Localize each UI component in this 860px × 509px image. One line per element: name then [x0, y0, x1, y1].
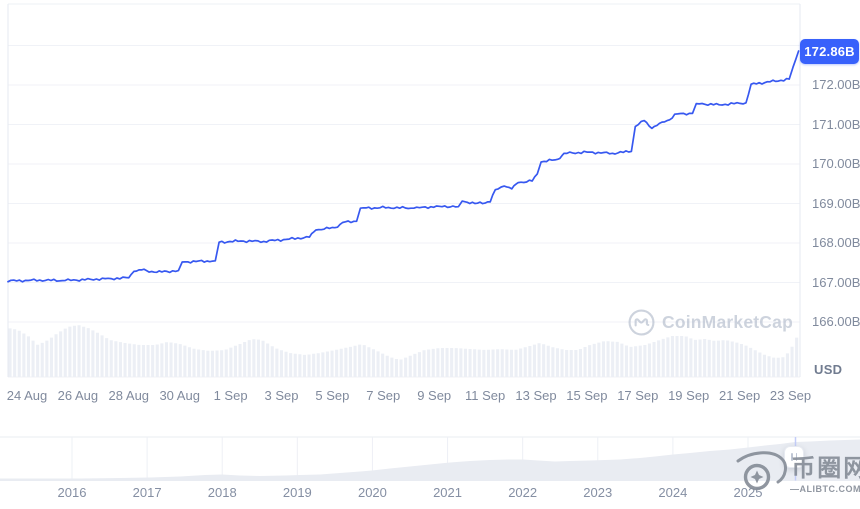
x-axis-tick: 7 Sep — [366, 388, 401, 403]
navigator-year-label: 2018 — [207, 485, 237, 500]
coinmarketcap-watermark: CoinMarketCap — [628, 309, 793, 336]
y-axis-tick: 168.00B — [812, 235, 860, 250]
x-axis-tick: 1 Sep — [213, 388, 248, 403]
x-axis-tick: 15 Sep — [566, 388, 608, 403]
x-axis-tick: 24 Aug — [6, 388, 48, 403]
coinmarketcap-brand-text: CoinMarketCap — [662, 312, 793, 332]
x-axis-tick: 23 Sep — [769, 388, 812, 403]
y-axis-tick: 172.00B — [812, 77, 860, 92]
x-axis-tick: 5 Sep — [315, 388, 350, 403]
navigator-year-label: 2024 — [658, 485, 688, 500]
site-logo-icon — [736, 451, 787, 491]
navigator-area — [0, 439, 860, 481]
navigator-year-label: 2022 — [508, 485, 538, 500]
navigator-year-label: 2021 — [433, 485, 462, 500]
x-axis-tick: 3 Sep — [264, 388, 299, 403]
last-value-badge: 172.86B — [800, 39, 859, 64]
x-axis-tick: 26 Aug — [57, 388, 99, 403]
x-axis-tick: 11 Sep — [464, 388, 506, 403]
coinmarketcap-logo-icon — [628, 309, 655, 336]
y-axis-tick: 169.00B — [812, 195, 860, 211]
y-axis-unit-label: USD — [814, 362, 843, 377]
x-axis-tick: 17 Sep — [617, 388, 659, 403]
x-axis-tick: 19 Sep — [668, 388, 710, 403]
site-watermark: 币圈网 —ALIBTC.COM— — [736, 444, 860, 506]
x-axis-tick: 30 Aug — [159, 388, 200, 403]
x-axis-tick: 21 Sep — [718, 388, 761, 403]
x-axis-tick: 13 Sep — [515, 388, 557, 403]
volume-bars — [8, 325, 799, 378]
navigator-year-label: 2020 — [357, 485, 387, 500]
site-domain-text: —ALIBTC.COM— — [790, 484, 860, 494]
navigator-canvas[interactable] — [0, 430, 860, 509]
navigator-year-label: 2017 — [132, 485, 162, 500]
navigator-year-label: 2023 — [583, 485, 613, 500]
navigator-year-label: 2016 — [57, 485, 87, 500]
x-axis-tick: 28 Aug — [108, 388, 150, 403]
market-cap-line — [7, 50, 800, 283]
range-handle[interactable] — [784, 446, 804, 468]
y-axis-tick: 167.00B — [812, 274, 860, 290]
price-chart-canvas[interactable] — [0, 0, 860, 380]
y-axis-tick: 170.00B — [812, 156, 860, 171]
y-axis-tick: 171.00B — [812, 116, 860, 132]
y-axis-tick: 166.00B — [812, 314, 860, 329]
timeline-navigator[interactable]: 2016 2017 2018 2019 2020 2021 2022 2023 2024 2025 — [0, 430, 860, 509]
last-value-text: 172.86B — [804, 44, 855, 59]
navigator-year-label: 2019 — [282, 485, 312, 500]
site-name-text: 币圈网 — [791, 455, 860, 482]
x-axis-tick: 9 Sep — [417, 388, 452, 403]
